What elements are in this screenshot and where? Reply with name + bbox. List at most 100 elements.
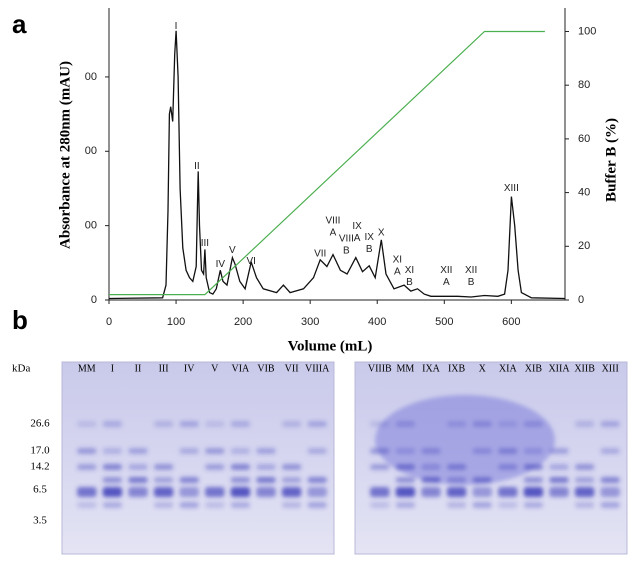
- band: [446, 464, 467, 470]
- peak-label: XI: [393, 254, 402, 265]
- peak-label: VIII: [325, 216, 340, 227]
- x-tick-label: 200: [234, 316, 252, 328]
- y2-tick-label: 40: [578, 186, 590, 198]
- band: [446, 477, 467, 483]
- peak-label: XII: [465, 265, 477, 276]
- lane-label: I: [111, 363, 114, 374]
- band: [600, 487, 620, 497]
- band: [395, 502, 416, 508]
- peak-label: III: [201, 238, 209, 249]
- panel-label: b: [12, 305, 28, 335]
- kda-marker: 14.2: [30, 461, 49, 473]
- lane-label: III: [159, 363, 169, 374]
- band: [128, 464, 148, 470]
- lane-label: VIIIA: [305, 363, 330, 374]
- band: [472, 448, 492, 454]
- band: [600, 421, 620, 427]
- band: [230, 448, 251, 454]
- band: [307, 421, 327, 427]
- y2-tick-label: 20: [578, 240, 590, 252]
- band: [102, 421, 123, 427]
- band: [446, 421, 467, 427]
- lane-label: VIB: [257, 363, 275, 374]
- band: [153, 487, 174, 497]
- band: [205, 448, 225, 454]
- band: [395, 477, 416, 483]
- band: [498, 487, 518, 497]
- band: [446, 487, 467, 497]
- y2-tick-label: 60: [578, 133, 590, 145]
- data-line: [108, 30, 566, 300]
- lane-label: IXA: [422, 363, 441, 374]
- band: [256, 477, 276, 483]
- lane-label: VII: [285, 363, 299, 374]
- band: [472, 421, 492, 427]
- y2-tick-label: 80: [578, 79, 590, 91]
- band: [549, 477, 569, 483]
- band: [256, 487, 276, 497]
- band: [281, 421, 302, 427]
- smear: [375, 395, 555, 485]
- band: [102, 448, 123, 454]
- peak-label: II: [194, 161, 200, 172]
- lane-label: XIII: [602, 363, 619, 374]
- band: [498, 421, 518, 427]
- band: [498, 464, 518, 470]
- band: [498, 448, 518, 454]
- band: [179, 477, 199, 483]
- band: [77, 421, 97, 427]
- band: [102, 487, 123, 497]
- band: [307, 477, 327, 483]
- band: [307, 502, 327, 508]
- band: [600, 502, 620, 508]
- band: [574, 464, 595, 470]
- kda-marker: 6.5: [33, 484, 47, 496]
- band: [523, 421, 544, 427]
- lane-label: IV: [184, 363, 195, 374]
- band: [153, 421, 174, 427]
- peak-label: B: [406, 277, 413, 288]
- x-tick-label: 500: [435, 316, 453, 328]
- x-tick-label: 600: [502, 316, 520, 328]
- band: [153, 502, 174, 508]
- kda-label: kDa: [12, 363, 30, 375]
- x-tick-label: 100: [167, 316, 185, 328]
- peak-label: VIII: [339, 234, 354, 245]
- lane-label: VIA: [232, 363, 251, 374]
- y2-tick-label: 0: [578, 294, 584, 306]
- band: [230, 487, 251, 497]
- band: [472, 502, 492, 508]
- band: [77, 464, 97, 470]
- band: [153, 477, 174, 483]
- band: [256, 448, 276, 454]
- band: [128, 448, 148, 454]
- peak-label: B: [468, 277, 475, 288]
- peak-label: A: [330, 228, 337, 239]
- lane-label: V: [211, 363, 219, 374]
- band: [205, 421, 225, 427]
- lane-label: X: [479, 363, 487, 374]
- band: [77, 448, 97, 454]
- band: [179, 421, 199, 427]
- band: [370, 421, 390, 427]
- peak-label: A: [394, 266, 401, 277]
- x-axis-label: Volume (mL): [288, 338, 373, 354]
- band: [179, 487, 199, 497]
- peak-label: B: [366, 244, 373, 255]
- y-tick-label: 0: [91, 294, 97, 306]
- peak-label: VI: [246, 256, 255, 267]
- band: [574, 487, 595, 497]
- band: [574, 421, 595, 427]
- band: [77, 487, 97, 497]
- band: [230, 477, 251, 483]
- band: [549, 487, 569, 497]
- band: [472, 477, 492, 483]
- band: [128, 477, 148, 483]
- band: [370, 448, 390, 454]
- band: [281, 477, 302, 483]
- x-tick-label: 0: [106, 316, 112, 328]
- band: [600, 477, 620, 483]
- band: [421, 448, 441, 454]
- band: [446, 502, 467, 508]
- peak-label: I: [175, 21, 178, 32]
